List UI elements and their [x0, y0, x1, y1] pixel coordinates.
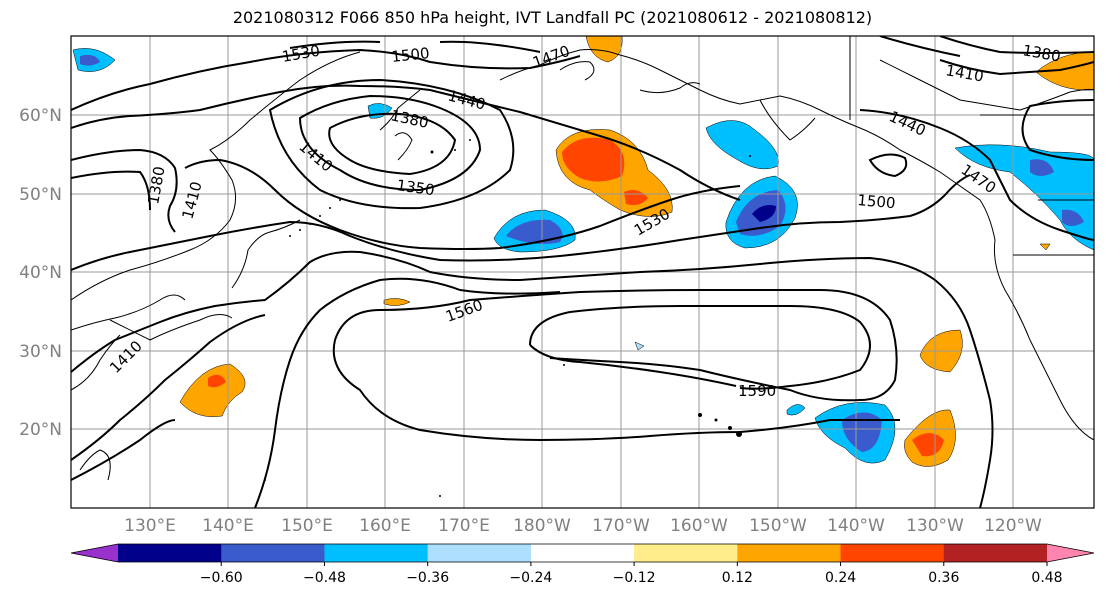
gridlines	[71, 36, 1094, 508]
lon-label: 140°W	[827, 516, 885, 536]
lat-label: 20°N	[19, 420, 62, 440]
colorbar-swatch	[530, 544, 635, 562]
colorbar-swatch	[221, 544, 325, 562]
contour-label: 1500	[857, 191, 897, 212]
lon-label: 160°E	[359, 516, 411, 536]
colorbar-tick-label: 0.48	[1031, 570, 1062, 586]
ivt-negative-core	[1030, 159, 1054, 176]
colorbar-swatch	[427, 544, 532, 562]
height-contours	[71, 36, 1094, 508]
ivt-negative-area	[634, 341, 645, 351]
map-title: 2021080312 F066 850 hPa height, IVT Land…	[232, 8, 873, 27]
colorbar-extension-low	[71, 544, 118, 562]
ivt-negative-core	[1062, 209, 1084, 226]
map-border	[70, 35, 1095, 509]
colorbar-tick-label: 0.36	[928, 570, 959, 586]
lon-label: 150°E	[281, 516, 333, 536]
latitude-labels: 20°N 30°N 40°N 50°N 60°N	[19, 106, 62, 440]
colorbar-tick-label: −0.36	[406, 570, 449, 586]
colorbar-swatch	[943, 544, 1048, 562]
colorbar-tick-label: −0.24	[509, 570, 552, 586]
colorbar-tick-label: 0.12	[722, 570, 753, 586]
colorbar-swatch	[118, 544, 222, 562]
colorbar-tick-label: 0.24	[825, 570, 856, 586]
lon-label: 180°W	[513, 516, 571, 536]
lon-label: 170°E	[438, 516, 490, 536]
ivt-positive-core	[208, 374, 226, 388]
lat-label: 50°N	[19, 185, 62, 205]
colorbar-swatch	[324, 544, 429, 562]
ivt-negative-core	[752, 205, 776, 222]
ivt-positive-area	[1035, 51, 1094, 91]
lat-label: 30°N	[19, 342, 62, 362]
lon-label: 150°W	[749, 516, 807, 536]
colorbar-swatch	[737, 544, 842, 562]
lon-label: 140°E	[202, 516, 254, 536]
lon-label: 130°W	[906, 516, 964, 536]
ivt-negative-area	[786, 404, 806, 416]
lon-label: 160°W	[670, 516, 728, 536]
ivt-negative-core	[506, 219, 563, 244]
contour-label: 1590	[738, 382, 776, 400]
ivt-positive-area	[585, 36, 623, 63]
ivt-positive-area	[179, 363, 246, 417]
ivt-negative-area	[954, 144, 1094, 251]
lon-label: 130°E	[124, 516, 176, 536]
contour-label: 1350	[395, 176, 435, 199]
lon-label: 170°W	[592, 516, 650, 536]
colorbar-swatch	[634, 544, 738, 562]
colorbar-swatch	[840, 544, 945, 562]
lat-label: 40°N	[19, 263, 62, 283]
lon-label: 120°W	[984, 516, 1042, 536]
ivt-positive-core	[562, 137, 625, 182]
lat-label: 60°N	[19, 106, 62, 126]
ivt-positive-area	[1039, 243, 1051, 251]
longitude-labels: 130°E 140°E 150°E 160°E 170°E 180°W 170°…	[124, 516, 1042, 536]
ivt-negative-core	[80, 54, 100, 66]
colorbar-extension-high	[1047, 544, 1094, 562]
colorbar-outline	[70, 543, 1095, 563]
colorbar: −0.60 −0.48 −0.36 −0.24 −0.12 0.12 0.24 0.36 0.4…	[70, 543, 1095, 586]
colorbar-tick-label: −0.60	[200, 570, 243, 586]
colorbar-tick-label: −0.12	[613, 570, 656, 586]
contour-label: 1500	[391, 44, 431, 66]
coastlines	[71, 36, 1094, 481]
ivt-positive-core	[912, 433, 944, 457]
ivt-negative-core	[842, 412, 882, 452]
colorbar-tick-label: −0.48	[303, 570, 346, 586]
ivt-positive-area	[383, 298, 411, 306]
